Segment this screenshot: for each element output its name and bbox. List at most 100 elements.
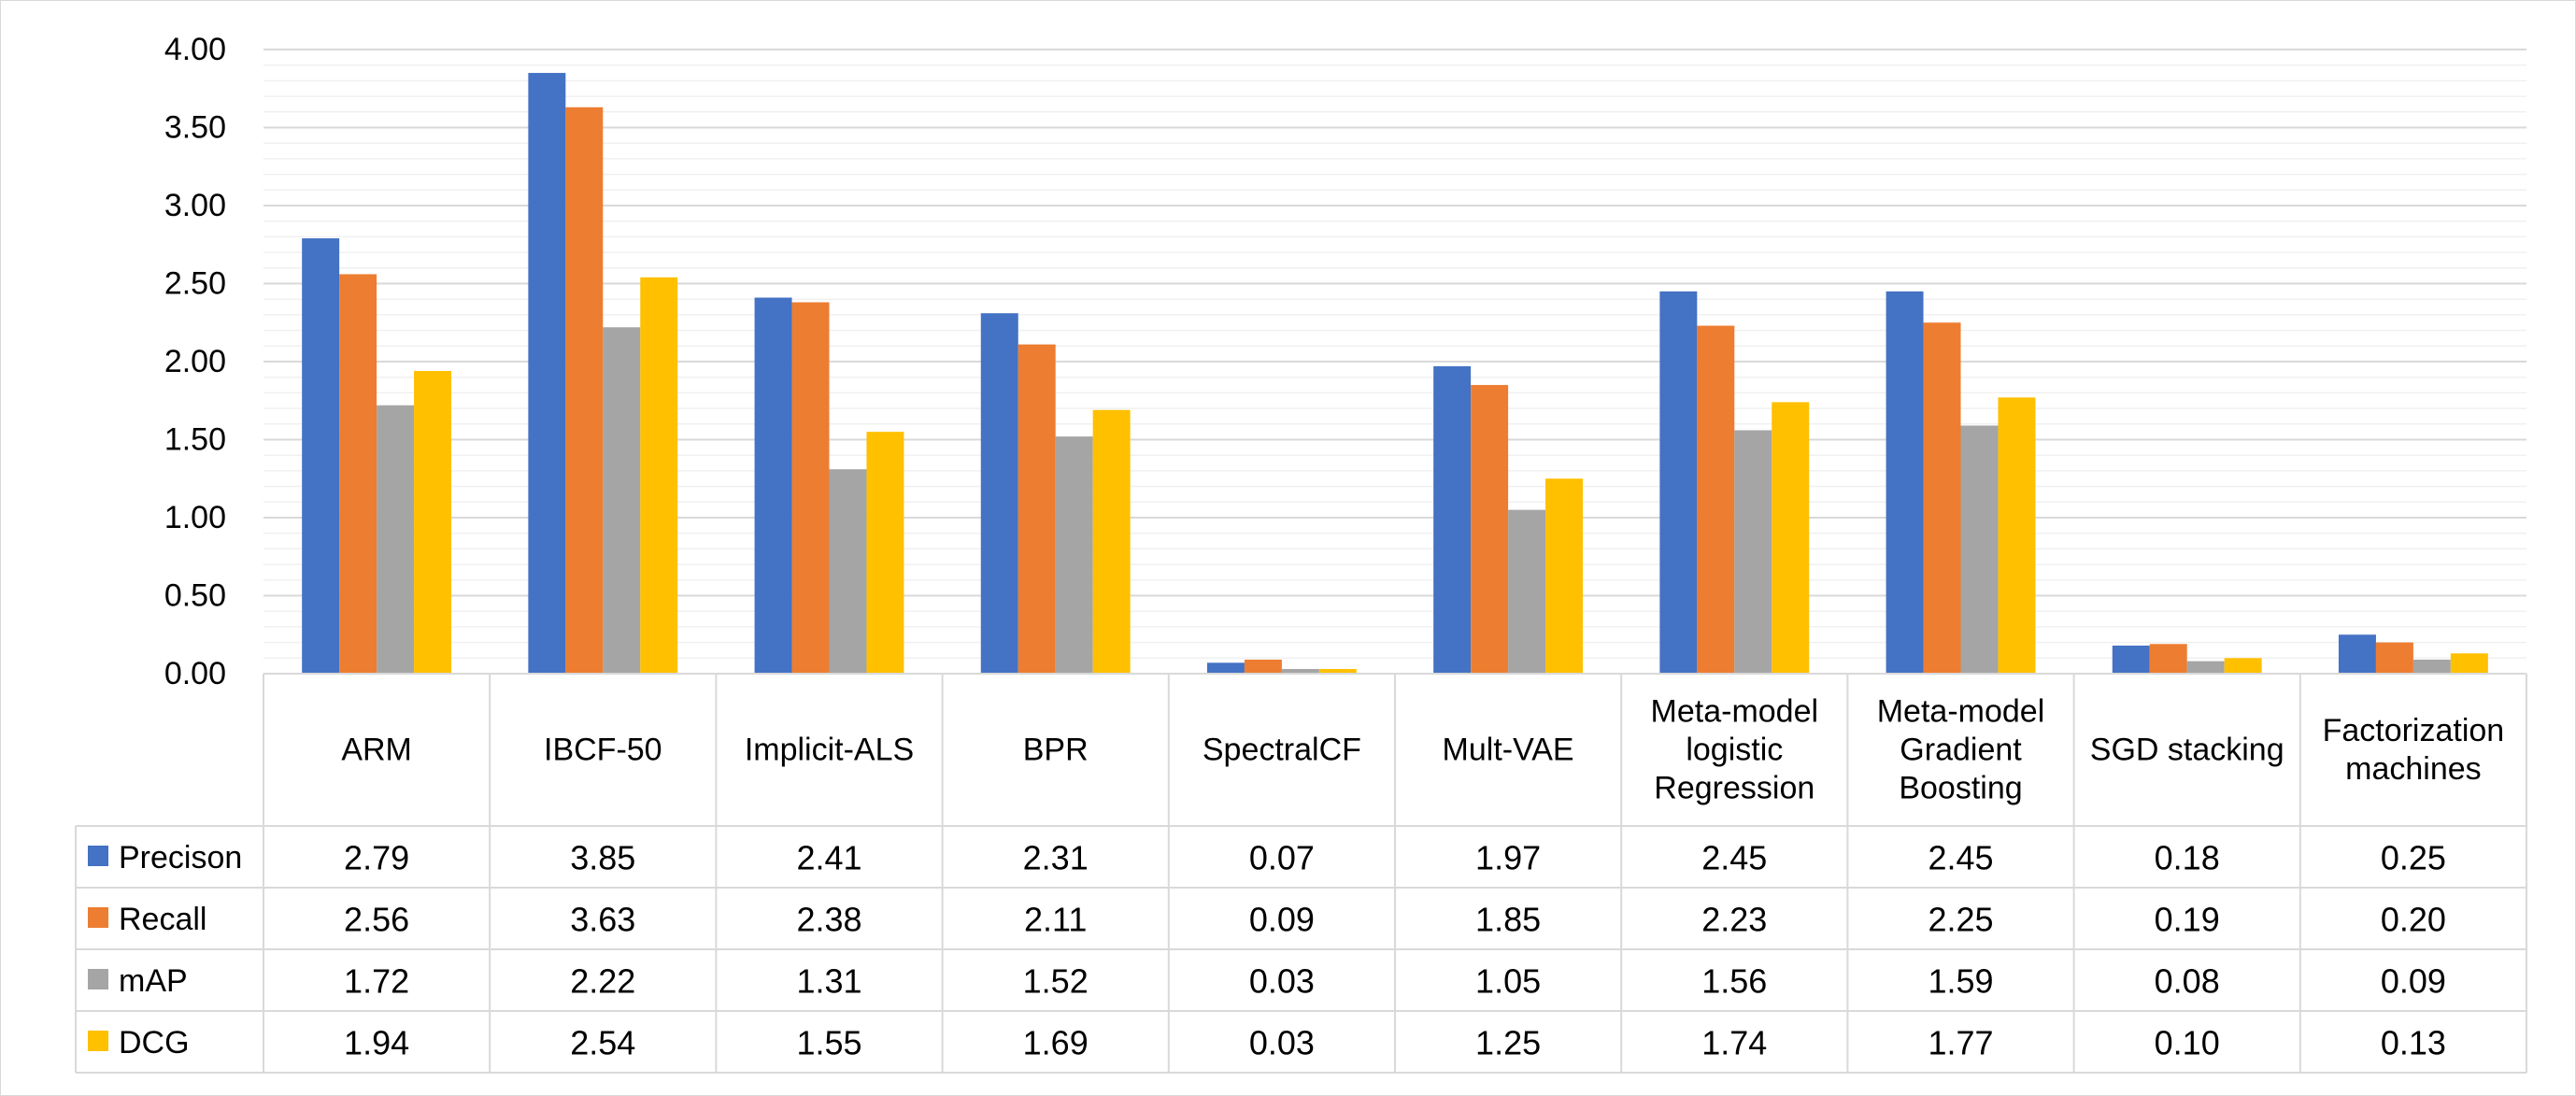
data-table-cell: 1.85 [1475,901,1541,939]
bar-map-9 [2412,659,2451,674]
y-tick-label: 1.50 [164,422,226,458]
y-tick-label: 4.00 [164,32,226,67]
category-label: Meta-model [1877,694,2045,730]
data-table-cell: 2.31 [1023,839,1089,877]
category-label: Implicit-ALS [745,733,914,768]
bar-precison-4 [1206,662,1245,674]
legend-swatch-recall [88,907,108,928]
data-table-cell: 2.25 [1928,901,1993,939]
bar-recall-6 [1697,325,1735,674]
data-table-cell: 1.97 [1475,839,1541,877]
data-table-cell: 1.25 [1475,1024,1541,1062]
bar-recall-3 [1018,344,1056,674]
bar-dcg-6 [1772,402,1810,674]
data-table-cell: 2.23 [1701,901,1767,939]
category-label: Factorization [2323,713,2505,748]
data-table-cell: 1.31 [796,962,861,1001]
data-table-cell: 1.55 [796,1024,861,1062]
data-table-cell: 1.74 [1701,1024,1767,1062]
category-label: Gradient [1900,733,2022,768]
data-table-cell: 0.25 [2381,839,2446,877]
bar-recall-9 [2375,642,2413,674]
category-label: SGD stacking [2090,733,2284,768]
bar-precison-7 [1886,291,1924,674]
bar-map-1 [603,327,641,674]
data-table-cell: 2.41 [796,839,861,877]
legend-label: Recall [119,902,206,937]
data-table-cell: 2.45 [1928,839,1993,877]
data-table-cell: 1.52 [1023,962,1089,1001]
data-table-cell: 2.56 [344,901,409,939]
legend-label: DCG [119,1025,190,1060]
data-table-cell: 0.03 [1249,962,1315,1001]
category-label: BPR [1023,733,1089,768]
bar-precison-3 [980,313,1018,674]
y-tick-label: 2.00 [164,344,226,379]
category-label: logistic [1686,733,1783,768]
bar-recall-0 [339,274,377,674]
bar-dcg-5 [1545,478,1584,674]
bar-precison-0 [302,238,340,674]
data-table-cell: 1.05 [1475,962,1541,1001]
category-label: SpectralCF [1203,733,1361,768]
data-table-cell: 0.08 [2155,962,2220,1001]
data-table-cell: 2.79 [344,839,409,877]
bar-map-4 [1281,668,1319,674]
bar-dcg-1 [640,277,678,674]
data-table-cell: 0.20 [2381,901,2446,939]
bar-recall-5 [1471,385,1509,674]
legend-swatch-precison [88,846,108,866]
data-table-cell: 0.13 [2381,1024,2446,1062]
bar-recall-2 [791,302,830,674]
data-table-cell: 0.09 [1249,901,1315,939]
bar-dcg-3 [1092,409,1131,674]
legend-swatch-map [88,969,108,989]
data-table-cell: 3.63 [570,901,635,939]
bar-recall-7 [1923,322,1961,674]
bar-dcg-8 [2224,658,2262,674]
bar-precison-2 [754,297,792,674]
data-table-cell: 0.19 [2155,901,2220,939]
data-table-cell: 3.85 [570,839,635,877]
category-label: machines [2345,751,2482,787]
data-table-cell: 0.18 [2155,839,2220,877]
bar-map-6 [1734,430,1772,674]
data-table-cell: 1.69 [1023,1024,1089,1062]
data-table-cell: 2.54 [570,1024,635,1062]
category-label: IBCF-50 [544,733,662,768]
bar-dcg-0 [414,371,452,674]
data-table-cell: 0.09 [2381,962,2446,1001]
bar-map-3 [1055,436,1093,674]
bar-precison-9 [2338,634,2376,674]
bar-recall-1 [565,107,604,675]
bar-precison-1 [528,73,566,675]
data-table-cell: 1.77 [1928,1024,1993,1062]
bar-map-5 [1508,509,1546,674]
data-table-cell: 1.59 [1928,962,1993,1001]
category-label: Meta-model [1651,694,1819,730]
y-tick-label: 0.50 [164,578,226,614]
y-tick-label: 2.50 [164,266,226,302]
bar-map-2 [829,469,867,674]
bar-precison-5 [1433,366,1472,674]
data-table-cell: 1.72 [344,962,409,1001]
category-label: ARM [341,733,412,768]
data-table-cell: 0.10 [2155,1024,2220,1062]
bar-precison-8 [2112,645,2150,674]
data-table-cell: 2.38 [796,901,861,939]
bar-dcg-4 [1318,668,1357,674]
category-label: Regression [1654,771,1815,806]
category-label: Boosting [1899,771,2022,806]
legend-label: mAP [119,963,188,999]
bar-map-0 [377,405,415,674]
legend-label: Precison [119,840,242,875]
category-label: Mult-VAE [1443,733,1574,768]
y-tick-label: 3.00 [164,188,226,223]
bar-dcg-9 [2450,653,2488,674]
bar-dcg-7 [1998,397,2036,674]
bar-recall-8 [2149,644,2187,674]
data-table-cell: 0.07 [1249,839,1315,877]
data-table-cell: 2.11 [1024,901,1087,939]
